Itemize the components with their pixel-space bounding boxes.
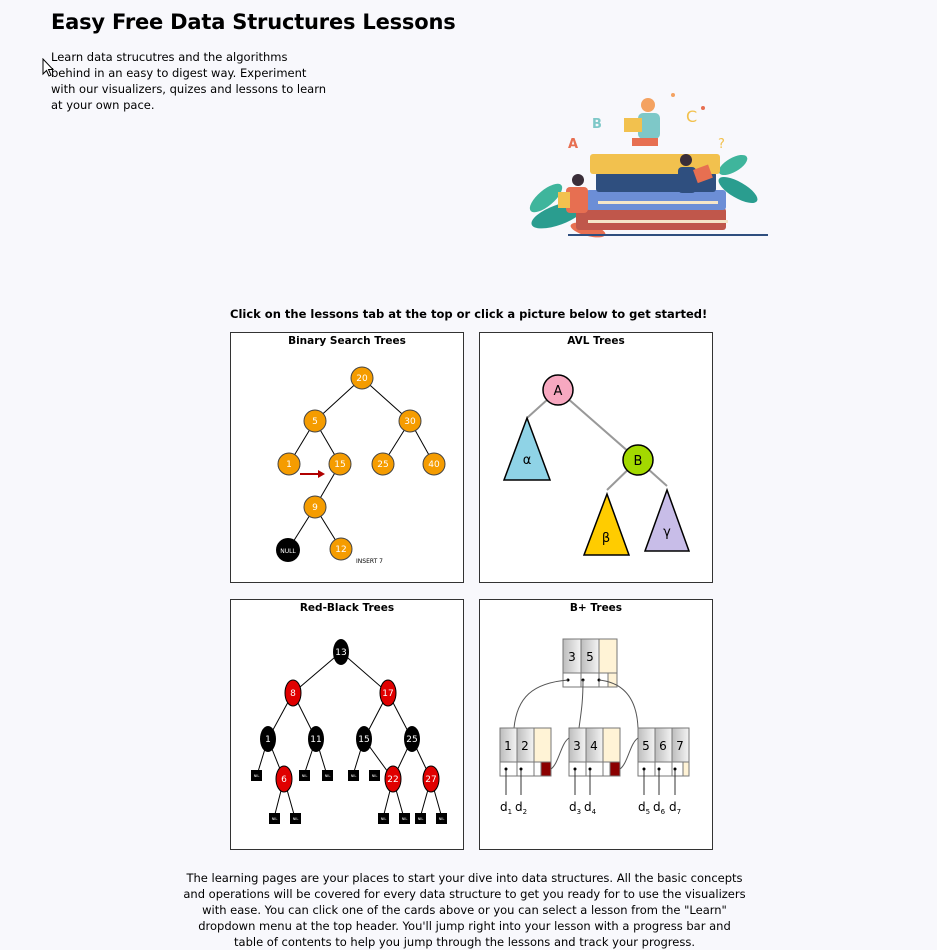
bplus-data-label: d1 [500, 800, 512, 816]
get-started-prompt: Click on the lessons tab at the top or c… [230, 307, 708, 321]
bplus-data-label: d3 [569, 800, 581, 816]
nil-leaf: NIL [293, 817, 299, 821]
hero-letter: B [592, 117, 602, 132]
learning-description: The learning pages are your places to st… [183, 871, 746, 949]
avl-node: A [554, 384, 563, 399]
mouse-cursor-icon [42, 58, 54, 77]
intro-text: Learn data strucutres and the algorithms… [51, 50, 327, 112]
lesson-card-avl[interactable]: AVL Trees A B α β γ [479, 332, 713, 583]
red-black-diagram: 13 8 17 1 11 15 25 6 22 27 NIL NIL [248, 633, 448, 833]
rb-node: 8 [290, 689, 296, 699]
bst-diagram: 20 5 30 1 15 25 40 9 12 NULL INSERT 7 [248, 366, 448, 566]
bst-node: 5 [312, 417, 318, 427]
hero-letter: ? [718, 137, 725, 152]
rb-node: 13 [335, 648, 346, 658]
insert-arrow-icon [300, 470, 325, 478]
bst-node: 40 [428, 460, 440, 470]
card-title: Binary Search Trees [288, 335, 406, 347]
avl-subtree: γ [663, 525, 671, 540]
bplus-data-label: d5 [638, 800, 650, 816]
card-title: Red-Black Trees [299, 602, 395, 614]
nil-leaf: NIL [302, 774, 308, 778]
bst-caption: INSERT 7 [356, 558, 383, 565]
bplus-data-label: d2 [515, 800, 527, 816]
bplus-leaf-key: 6 [659, 739, 667, 753]
reading-people-books-illustration: A B C ? [529, 93, 768, 238]
hero-letter: C [686, 107, 697, 126]
bst-node: 9 [312, 503, 318, 513]
rb-node: 27 [425, 775, 436, 785]
bplus-diagram: 3 5 1 2 3 4 5 [497, 633, 697, 833]
rb-node: 17 [382, 689, 393, 699]
rb-node: 6 [281, 775, 287, 785]
nil-leaf: NIL [381, 817, 387, 821]
bplus-leaf-key: 4 [590, 739, 598, 753]
bplus-data-label: d4 [584, 800, 597, 816]
hero-letter: A [568, 137, 578, 152]
bst-node: 25 [377, 460, 388, 470]
lesson-card-bplus[interactable]: B+ Trees 3 5 1 2 [479, 599, 713, 850]
bst-node: 15 [334, 460, 345, 470]
bplus-root-key: 5 [586, 650, 594, 664]
avl-node: B [634, 454, 643, 469]
rb-node: 1 [265, 735, 271, 745]
bplus-leaf-key: 7 [676, 739, 684, 753]
rb-node: 15 [358, 735, 369, 745]
bst-node: 30 [404, 417, 416, 427]
avl-diagram: A B α β γ [497, 366, 697, 566]
nil-leaf: NIL [402, 817, 408, 821]
bst-node: 12 [335, 545, 346, 555]
bplus-leaf-key: 5 [642, 739, 650, 753]
bst-node: 1 [286, 460, 292, 470]
avl-subtree: β [602, 531, 610, 546]
nil-leaf: NIL [254, 774, 260, 778]
bplus-leaf-key: 2 [521, 739, 529, 753]
bplus-leaf-key: 3 [573, 739, 581, 753]
bplus-leaf-key: 1 [504, 739, 512, 753]
bst-node: 20 [356, 374, 368, 384]
bplus-data-label: d6 [653, 800, 666, 816]
rb-node: 25 [406, 735, 417, 745]
lesson-card-bst[interactable]: Binary Search Trees 20 5 [230, 332, 464, 583]
card-title: B+ Trees [569, 602, 623, 614]
nil-leaf: NIL [325, 774, 331, 778]
avl-subtree: α [523, 453, 532, 468]
lesson-card-red-black[interactable]: Red-Black Trees [230, 599, 464, 850]
card-title: AVL Trees [567, 335, 625, 347]
nil-leaf: NIL [351, 774, 357, 778]
bst-node: NULL [280, 548, 296, 555]
rb-node: 11 [310, 735, 321, 745]
nil-leaf: NIL [418, 817, 424, 821]
rb-node: 22 [387, 775, 398, 785]
nil-leaf: NIL [439, 817, 445, 821]
bplus-data-label: d7 [669, 800, 681, 816]
nil-leaf: NIL [372, 774, 378, 778]
nil-leaf: NIL [272, 817, 278, 821]
bplus-root-key: 3 [568, 650, 576, 664]
page-title: Easy Free Data Structures Lessons [51, 10, 456, 34]
